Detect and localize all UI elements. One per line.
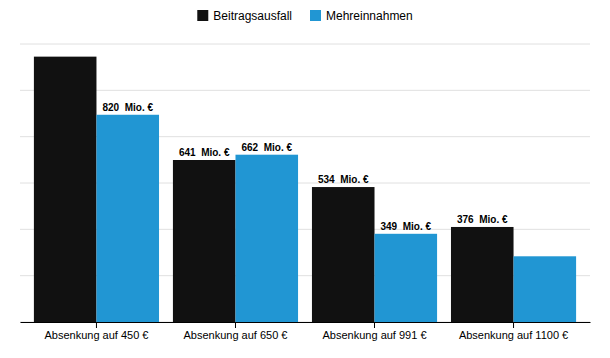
legend-item: Mehreinnahmen	[310, 9, 413, 23]
data-label: 662 Mio. €	[241, 142, 292, 153]
tick: Absenkung auf 650 €	[183, 322, 287, 341]
data-label: 820 Mio. €	[102, 102, 153, 113]
plot: Absenkung auf 450 € Absenkung auf 650 € Ab…	[20, 44, 591, 341]
bar	[173, 160, 236, 322]
grid	[20, 44, 590, 322]
tick-mark	[374, 322, 375, 328]
tick-label: Absenkung auf 1100 €	[459, 329, 568, 341]
tick-label: Absenkung auf 991 €	[323, 329, 427, 341]
data-label: 376 Mio. €	[457, 214, 508, 225]
legend-label: Mehreinnahmen	[326, 9, 413, 23]
bar	[235, 155, 298, 322]
tick-label: Absenkung auf 450 €	[44, 329, 148, 341]
legend-item: Beitragsausfall	[197, 9, 292, 23]
data-label: 534 Mio. €	[318, 174, 369, 185]
tick: Absenkung auf 450 €	[44, 322, 148, 341]
bar-series	[96, 115, 576, 322]
legend-label: Beitragsausfall	[213, 9, 292, 23]
tick-mark	[235, 322, 236, 328]
bars	[34, 57, 576, 322]
x-axis: Absenkung auf 450 € Absenkung auf 650 € Ab…	[21, 322, 591, 341]
axis-line	[21, 322, 591, 323]
bar	[34, 57, 97, 322]
grid-line	[20, 90, 590, 91]
bar	[514, 256, 577, 322]
data-label: 641 Mio. €	[179, 147, 230, 158]
data-labels: 641 Mio. € 534 Mio. € 376 Mio. € 820 Mio. €…	[102, 102, 508, 232]
tick-mark	[96, 322, 97, 328]
bar	[96, 115, 159, 322]
tick: Absenkung auf 1100 €	[459, 322, 568, 341]
chart: Absenkung auf 450 € Absenkung auf 650 € Ab…	[0, 0, 610, 358]
legend: Beitragsausfall Mehreinnahmen	[197, 9, 412, 23]
tick-mark	[513, 322, 514, 328]
tick: Absenkung auf 991 €	[323, 322, 427, 341]
data-label: 349 Mio. €	[381, 221, 432, 232]
legend-swatch	[310, 10, 321, 21]
bar-series	[34, 57, 514, 322]
bar	[312, 187, 375, 322]
legend-swatch	[197, 10, 208, 21]
tick-label: Absenkung auf 650 €	[183, 329, 287, 341]
grid-line	[20, 44, 590, 45]
bar	[375, 234, 438, 322]
bar	[451, 227, 514, 322]
